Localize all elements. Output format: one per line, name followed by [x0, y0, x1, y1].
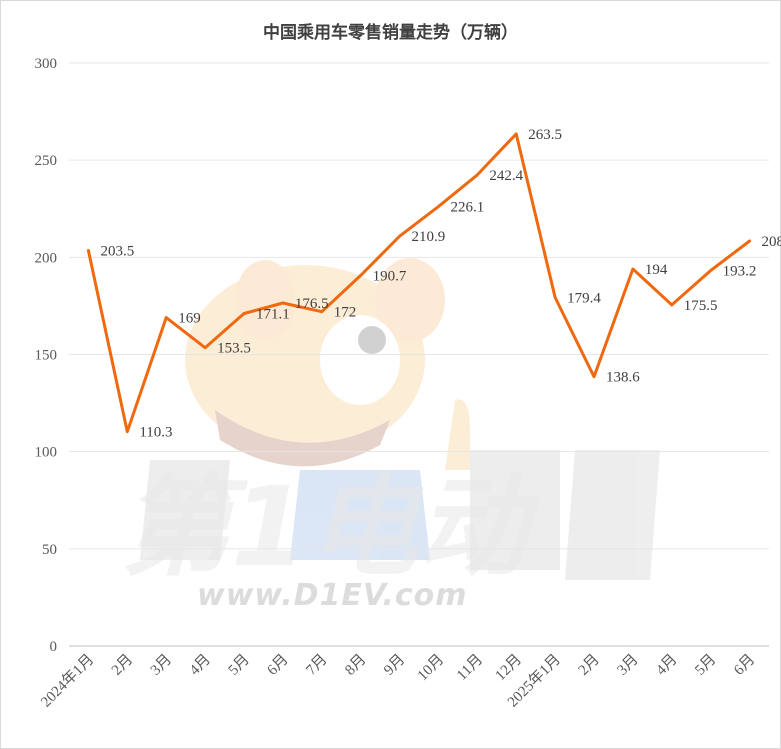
x-tick-label: 9月: [381, 652, 408, 679]
x-tick-label: 3月: [614, 652, 641, 679]
series-line-group: [86, 132, 752, 434]
x-tick-label: 3月: [148, 652, 175, 679]
data-label: 194: [645, 262, 668, 278]
data-label: 110.3: [139, 425, 172, 441]
data-label: 175.5: [684, 298, 718, 314]
x-tick-label: 5月: [226, 652, 253, 679]
data-label: 176.5: [295, 296, 329, 312]
data-label: 210.9: [412, 229, 446, 245]
x-tick-label: 2024年1月: [38, 651, 98, 711]
data-label: 172: [334, 305, 357, 321]
x-tick-label: 2月: [109, 652, 136, 679]
y-axis-ticks: 0 50 100 150 200 250 300: [35, 56, 58, 655]
x-tick-label: 4月: [187, 652, 214, 679]
y-tick-label: 250: [35, 153, 58, 169]
x-tick-label: 8月: [342, 652, 369, 679]
y-tick-label: 100: [35, 445, 58, 461]
data-label: 190.7: [373, 268, 407, 284]
x-tick-label: 6月: [731, 652, 758, 679]
y-tick-label: 50: [42, 542, 57, 558]
data-label: 193.2: [723, 264, 757, 280]
y-tick-label: 0: [50, 639, 58, 655]
x-tick-label: 11月: [454, 652, 486, 684]
data-label: 171.1: [256, 306, 290, 322]
x-tick-label: 10月: [415, 652, 448, 685]
x-tick-label: 7月: [303, 652, 330, 679]
data-label: 263.5: [528, 127, 562, 143]
data-label: 203.5: [100, 244, 134, 260]
y-tick-label: 200: [35, 250, 58, 266]
data-label: 179.4: [567, 290, 601, 306]
y-tick-label: 300: [35, 56, 58, 72]
data-label: 226.1: [450, 200, 484, 216]
x-tick-label: 2月: [576, 652, 603, 679]
data-label: 242.4: [489, 168, 523, 184]
chart-title: 中国乘用车零售销量走势（万辆）: [263, 23, 518, 43]
x-tick-label: 4月: [653, 652, 680, 679]
data-label: 208.4: [762, 234, 781, 250]
x-tick-label: 6月: [264, 652, 291, 679]
data-label: 169: [178, 311, 201, 327]
watermark-url: www.D1EV.com: [197, 578, 468, 613]
data-labels: 203.5 110.3 169 153.5 171.1 176.5 172 190.7 210.…: [100, 127, 781, 441]
data-label: 153.5: [217, 341, 251, 357]
data-label: 138.6: [606, 370, 640, 386]
series-line: [86, 132, 752, 434]
x-tick-label: 5月: [692, 652, 719, 679]
x-tick-label: 12月: [493, 652, 526, 685]
watermark-logo-text: 第1电动: [121, 463, 541, 591]
y-tick-label: 150: [35, 348, 58, 364]
gridlines: [69, 62, 769, 647]
